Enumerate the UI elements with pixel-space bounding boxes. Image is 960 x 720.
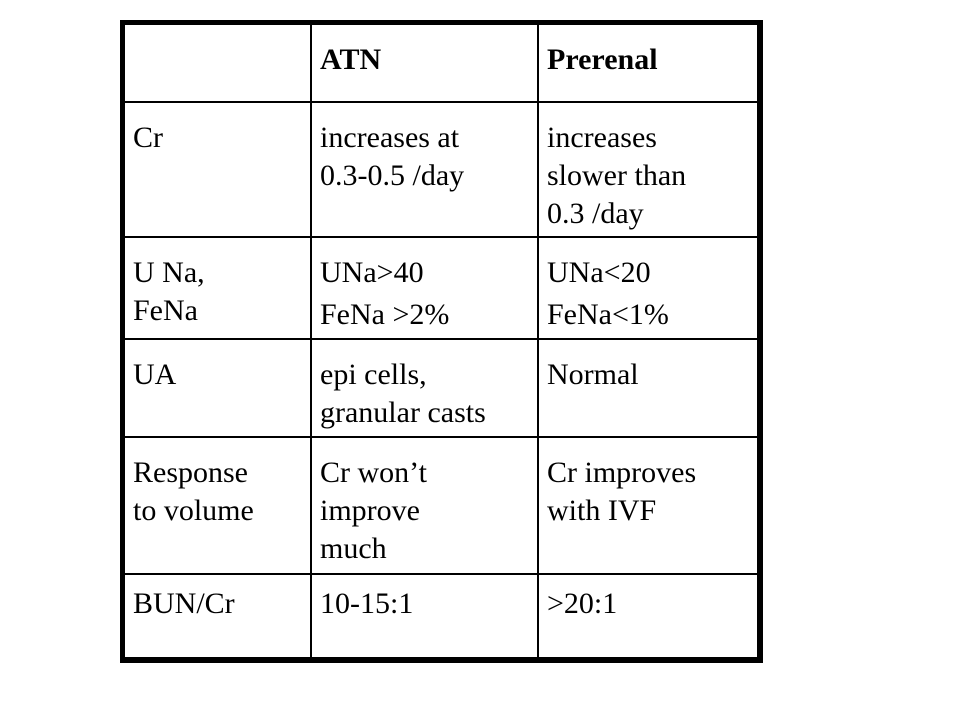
atn-vs-prerenal-table: ATN Prerenal Cr increases at 0.3-0.5 /da… bbox=[123, 22, 759, 660]
cell-atn-bun-cr: 10-15:1 bbox=[310, 572, 539, 660]
header-empty-cell bbox=[123, 22, 312, 104]
cell-prerenal-response: Cr improves with IVF bbox=[537, 436, 759, 575]
cell-atn-ua: epi cells, granular casts bbox=[310, 337, 539, 439]
cell-prerenal-ua: Normal bbox=[537, 337, 759, 439]
table-row: Cr increases at 0.3-0.5 /day increases s… bbox=[123, 101, 759, 238]
header-row: ATN Prerenal bbox=[123, 22, 759, 104]
table-row: Response to volume Cr won’t improve much… bbox=[123, 436, 759, 575]
cell-atn-cr: increases at 0.3-0.5 /day bbox=[310, 101, 539, 238]
table-row: U Na, FeNa UNa>40 FeNa >2% UNa<20 FeNa<1… bbox=[123, 235, 759, 340]
cell-prerenal-cr: increases slower than 0.3 /day bbox=[537, 101, 759, 238]
cell-prerenal-bun-cr: >20:1 bbox=[537, 572, 759, 660]
atn-fena-value: FeNa >2% bbox=[320, 297, 450, 331]
table-row: UA epi cells, granular casts Normal bbox=[123, 337, 759, 439]
row-label-cr: Cr bbox=[123, 101, 312, 238]
header-prerenal: Prerenal bbox=[537, 22, 759, 104]
row-label-ua: UA bbox=[123, 337, 312, 439]
prerenal-fena-value: FeNa<1% bbox=[547, 297, 669, 331]
comparison-table: ATN Prerenal Cr increases at 0.3-0.5 /da… bbox=[120, 20, 763, 663]
header-atn: ATN bbox=[310, 22, 539, 104]
cell-atn-una-fena: UNa>40 FeNa >2% bbox=[310, 235, 539, 340]
table-row: BUN/Cr 10-15:1 >20:1 bbox=[123, 572, 759, 660]
cell-prerenal-una-fena: UNa<20 FeNa<1% bbox=[537, 235, 759, 340]
atn-una-value: UNa>40 bbox=[320, 255, 424, 289]
row-label-response-to-volume: Response to volume bbox=[123, 436, 312, 575]
cell-atn-response: Cr won’t improve much bbox=[310, 436, 539, 575]
prerenal-una-value: UNa<20 bbox=[547, 255, 651, 289]
row-label-bun-cr: BUN/Cr bbox=[123, 572, 312, 660]
row-label-una-fena: U Na, FeNa bbox=[123, 235, 312, 340]
